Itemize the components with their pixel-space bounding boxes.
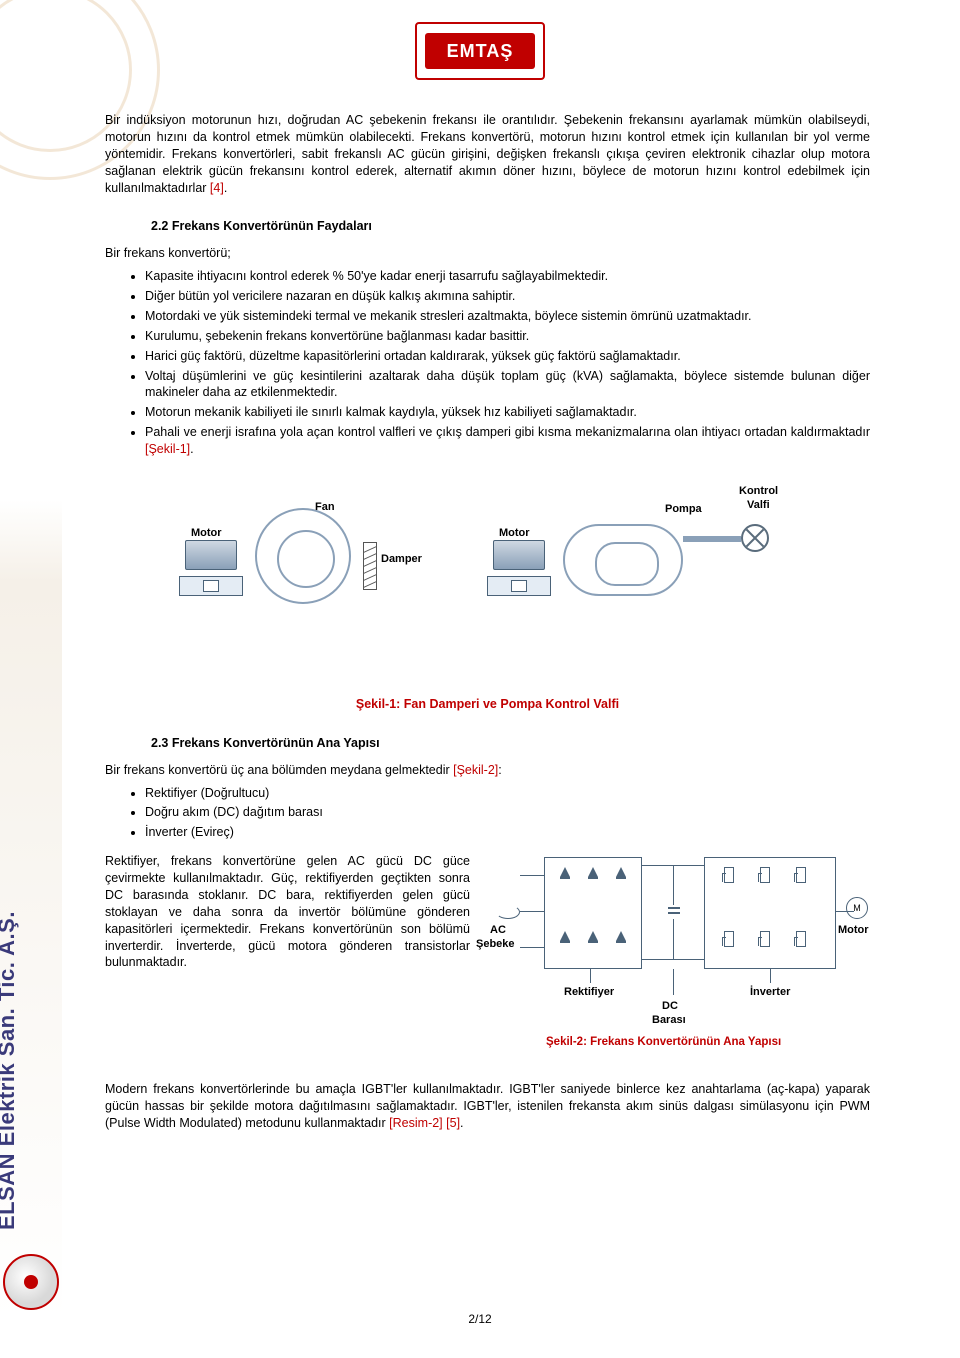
figure-2: M AC Şebeke Rektifiyer DC Barası İnverte… — [490, 853, 870, 1063]
list-item: Rektifiyer (Doğrultucu) — [145, 785, 870, 802]
label-damper: Damper — [381, 552, 422, 567]
fan-spiral-icon — [255, 508, 351, 604]
list-item: İnverter (Evireç) — [145, 824, 870, 841]
ref-resim2: [Resim-2] — [389, 1116, 442, 1130]
closing-b: . — [460, 1116, 463, 1130]
figure-2-caption: Şekil-2: Frekans Konvertörünün Ana Yapıs… — [546, 1035, 781, 1051]
figure-1: Motor Fan Damper Motor Pompa Kontrol Val… — [105, 482, 870, 652]
motor-left-icon — [185, 540, 249, 596]
s23-lead-a: Bir frekans konvertörü üç ana bölümden m… — [105, 763, 453, 777]
bullet-item: Diğer bütün yol vericilere nazaran en dü… — [145, 288, 870, 305]
motor-right-icon — [493, 540, 557, 596]
s23-body: Rektifiyer, frekans konvertörüne gelen A… — [105, 853, 470, 971]
label-rekt: Rektifiyer — [564, 985, 614, 1000]
ref-4: [4] — [210, 181, 224, 195]
heading-2-3: 2.3 Frekans Konvertörünün Ana Yapısı — [151, 735, 870, 752]
motor-out-icon: M — [846, 897, 868, 919]
bullet-item: Pahali ve enerji israfına yola açan kont… — [145, 424, 870, 458]
bullet-text: Pahali ve enerji israfına yola açan kont… — [145, 425, 870, 439]
ref-sekil1: [Şekil-1] — [145, 442, 190, 456]
bullet-tail: . — [190, 442, 193, 456]
label-fan: Fan — [315, 500, 335, 515]
label-motor-out: Motor — [838, 923, 869, 938]
ref-5: [5] — [446, 1116, 460, 1130]
s23-item-list: Rektifiyer (Doğrultucu) Doğru akım (DC) … — [127, 785, 870, 842]
label-valfi2: Valfi — [747, 498, 770, 513]
label-ac1: AC — [490, 923, 506, 938]
bullet-item: Voltaj düşümlerini ve güç kesintilerini … — [145, 368, 870, 402]
heading-2-2: 2.2 Frekans Konvertörünün Faydaları — [151, 218, 870, 235]
label-dc1: DC — [662, 999, 678, 1014]
bullet-item: Motorun mekanik kabiliyeti ile sınırlı k… — [145, 404, 870, 421]
intro-paragraph: Bir indüksiyon motorunun hızı, doğrudan … — [105, 112, 870, 196]
label-inv: İnverter — [750, 985, 790, 1000]
sidebar-company-text: ELSAN Elektrik San. Tic. A.Ş. — [0, 911, 20, 1230]
label-motor-right: Motor — [499, 526, 530, 541]
page-number: 2/12 — [468, 1312, 491, 1326]
bullet-item: Harici güç faktörü, düzeltme kapasitörle… — [145, 348, 870, 365]
closing-paragraph: Modern frekans konvertörlerinde bu amaçl… — [105, 1081, 870, 1132]
label-motor-left: Motor — [191, 526, 222, 541]
list-item: Doğru akım (DC) dağıtım barası — [145, 804, 870, 821]
s22-bullet-list: Kapasite ihtiyacını kontrol ederek % 50'… — [127, 268, 870, 458]
bullet-item: Motordaki ve yük sistemindeki termal ve … — [145, 308, 870, 325]
capacitor-icon — [668, 901, 680, 921]
ref-sekil2: [Şekil-2] — [453, 763, 498, 777]
figure-1-caption: Şekil-1: Fan Damperi ve Pompa Kontrol Va… — [105, 696, 870, 713]
pump-icon — [563, 524, 683, 596]
s23-row: Rektifiyer, frekans konvertörüne gelen A… — [105, 853, 870, 1063]
ac-source-icon — [496, 905, 520, 919]
label-pompa: Pompa — [665, 502, 702, 517]
bullet-item: Kapasite ihtiyacını kontrol ederek % 50'… — [145, 268, 870, 285]
damper-icon — [363, 542, 377, 590]
page-content: Bir indüksiyon motorunun hızı, doğrudan … — [105, 112, 870, 1138]
header-logo-text: EMTAŞ — [425, 33, 535, 69]
s23-lead: Bir frekans konvertörü üç ana bölümden m… — [105, 762, 870, 779]
header-logo: EMTAŞ — [415, 22, 545, 80]
label-ac2: Şebeke — [476, 937, 515, 952]
label-dc2: Barası — [652, 1013, 686, 1028]
intro-tail: . — [224, 181, 227, 195]
valve-icon — [741, 524, 769, 552]
s23-lead-b: : — [498, 763, 501, 777]
sidebar-logo-icon — [3, 1254, 59, 1310]
sidebar: ELSAN Elektrik San. Tic. A.Ş. — [0, 500, 62, 1320]
label-valfi1: Kontrol — [739, 484, 778, 499]
closing-a: Modern frekans konvertörlerinde bu amaçl… — [105, 1082, 870, 1130]
s22-lead: Bir frekans konvertörü; — [105, 245, 870, 262]
pipe-icon — [683, 536, 741, 542]
bullet-item: Kurulumu, şebekenin frekans konvertörüne… — [145, 328, 870, 345]
